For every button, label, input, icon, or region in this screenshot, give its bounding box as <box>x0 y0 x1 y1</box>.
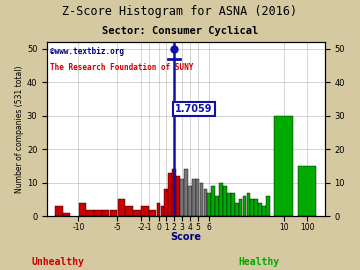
Bar <box>251 200 254 216</box>
Bar <box>247 193 250 216</box>
Bar <box>141 206 149 216</box>
Bar <box>219 183 223 216</box>
Bar <box>192 179 195 216</box>
Text: Healthy: Healthy <box>239 257 280 267</box>
Bar <box>243 196 246 216</box>
Bar <box>86 210 94 216</box>
Bar <box>231 193 235 216</box>
Bar <box>266 196 270 216</box>
Bar <box>118 200 125 216</box>
Bar <box>227 193 231 216</box>
Text: Sector: Consumer Cyclical: Sector: Consumer Cyclical <box>102 26 258 36</box>
Bar <box>215 196 219 216</box>
Bar <box>55 206 63 216</box>
Bar <box>274 116 293 216</box>
Bar <box>94 210 102 216</box>
Bar <box>258 203 262 216</box>
Text: Unhealthy: Unhealthy <box>31 257 84 267</box>
Bar <box>188 186 192 216</box>
Bar <box>223 186 227 216</box>
Text: Z-Score Histogram for ASNA (2016): Z-Score Histogram for ASNA (2016) <box>62 5 298 18</box>
Bar <box>196 179 199 216</box>
Bar <box>126 206 133 216</box>
Bar <box>203 190 207 216</box>
X-axis label: Score: Score <box>170 231 201 241</box>
Text: 1.7059: 1.7059 <box>175 104 212 114</box>
Bar <box>157 203 161 216</box>
Text: The Research Foundation of SUNY: The Research Foundation of SUNY <box>50 63 193 72</box>
Y-axis label: Number of companies (531 total): Number of companies (531 total) <box>15 65 24 193</box>
Bar <box>78 203 86 216</box>
Bar <box>180 179 184 216</box>
Bar <box>200 183 203 216</box>
Bar <box>161 206 164 216</box>
Bar <box>239 200 243 216</box>
Bar <box>211 186 215 216</box>
Bar <box>207 193 211 216</box>
Bar <box>176 176 180 216</box>
Bar <box>235 203 239 216</box>
Bar <box>63 213 71 216</box>
Bar <box>255 200 258 216</box>
Text: ©www.textbiz.org: ©www.textbiz.org <box>50 47 124 56</box>
Bar <box>110 210 117 216</box>
Bar <box>165 190 168 216</box>
Bar <box>168 173 172 216</box>
Bar <box>172 169 176 216</box>
Bar <box>102 210 109 216</box>
Bar <box>149 210 156 216</box>
Bar <box>184 169 188 216</box>
Bar <box>298 166 316 216</box>
Bar <box>133 210 141 216</box>
Bar <box>262 206 266 216</box>
